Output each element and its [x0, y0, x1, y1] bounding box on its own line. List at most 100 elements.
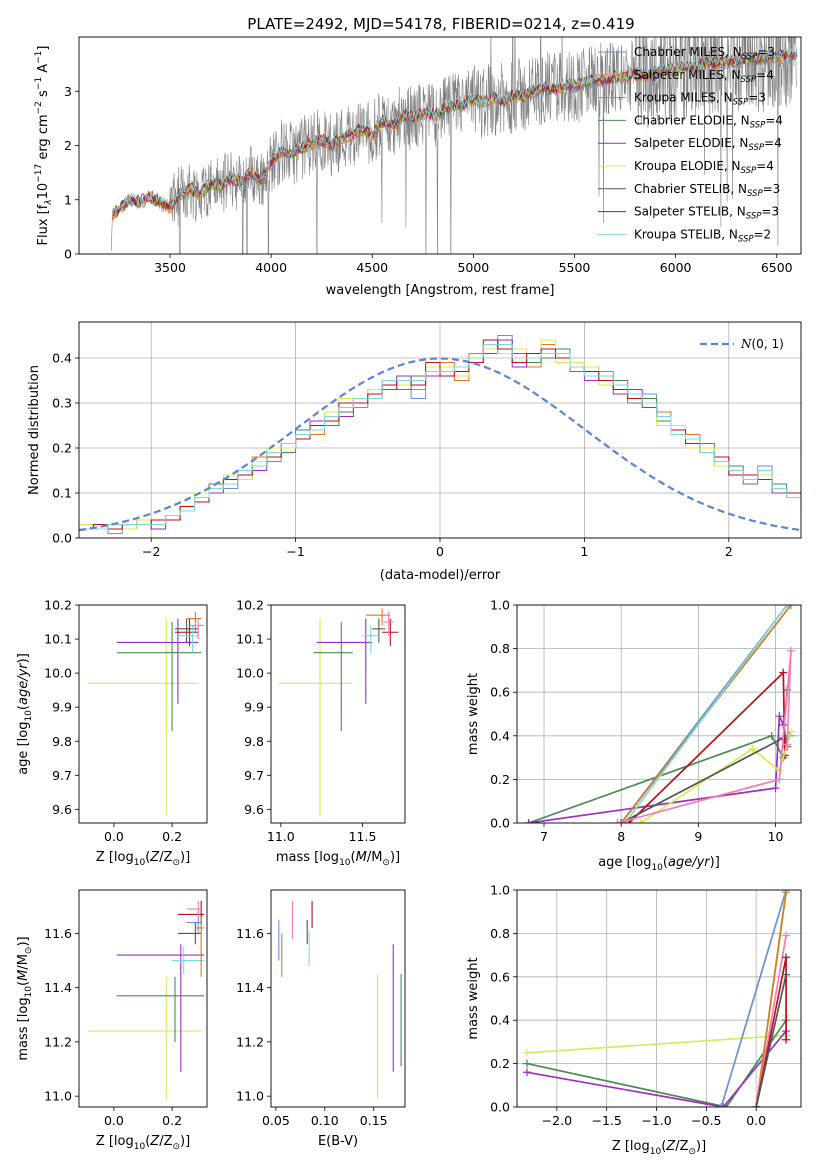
- y-tick-label: 11.2: [236, 1034, 264, 1049]
- y-tick-label: 1.0: [490, 598, 510, 613]
- x-tick-label: −1.5: [592, 1113, 622, 1128]
- axes-frame: [270, 604, 406, 824]
- y-axis-label: age [log10(age/yr)]: [16, 653, 34, 775]
- axes-mass-vs-Z: 0.0 0.2 11.0 11.2 11.4 11.6 Z [log10(Z/Z⊙)] mas…: [16, 889, 208, 1152]
- errorbar-kroupa-stelib: [177, 625, 199, 653]
- weight-marker: [522, 1059, 531, 1068]
- y-tick-label: 0.1: [52, 486, 72, 501]
- axes-frame: [516, 604, 802, 824]
- errorbar-kroupa-elodie: [87, 976, 202, 1099]
- x-tick-label: 10: [768, 829, 784, 844]
- x-axis-label: (data-model)/error: [380, 568, 501, 583]
- x-tick-label: 0.15: [360, 1113, 388, 1128]
- weight-marker: [748, 744, 757, 753]
- weight-line: [755, 974, 787, 1107]
- weight-marker: [786, 646, 795, 655]
- legend-label: Kroupa STELIB, NSSP=2: [634, 227, 771, 244]
- x-tick-label: 7: [540, 829, 548, 844]
- y-tick-label: 9.6: [244, 802, 264, 817]
- axes-weight-vs-age: 7 8 9 10 0.0 0.2 0.4 0.6 0.8 1.0 age [log10(age/yr…: [466, 598, 802, 873]
- y-tick-label: 9.8: [52, 734, 72, 749]
- y-tick-label: 10.2: [44, 598, 72, 613]
- weight-series-pink: [613, 646, 795, 823]
- y-tick-label: 0.3: [52, 396, 72, 411]
- x-tick-label: 0.05: [262, 1113, 290, 1128]
- x-axis-label: E(B-V): [318, 1134, 358, 1149]
- figure-title: PLATE=2492, MJD=54178, FIBERID=0214, z=0…: [247, 15, 634, 33]
- y-tick-label: 2: [64, 138, 72, 153]
- y-tick-label: 10.0: [236, 666, 264, 681]
- weight-marker: [782, 970, 791, 979]
- errorbar-salpeter-elodie: [116, 618, 199, 704]
- errorbar-chabrier-stelib: [372, 618, 386, 643]
- plot-area-age-vs-mass: [279, 608, 399, 817]
- y-tick-label: 9.9: [244, 700, 264, 715]
- x-tick-label: −2.0: [542, 1113, 572, 1128]
- weight-marker: [717, 1103, 726, 1107]
- spectrum-data-line: [111, 37, 797, 254]
- weight-line: [640, 731, 792, 823]
- y-axis-label: mass weight: [466, 957, 481, 1039]
- weight-marker: [782, 931, 791, 940]
- weight-marker: [775, 712, 784, 721]
- y-tick-label: 11.2: [44, 1034, 72, 1049]
- y-axis-label: Normed distribution: [27, 365, 42, 495]
- normal-curve: [79, 357, 801, 532]
- x-tick-label: 4000: [255, 260, 287, 275]
- x-tick-label: 5000: [457, 260, 489, 275]
- errorbar-salpeter-stelib: [175, 618, 199, 646]
- y-tick-label: 0.2: [490, 1056, 510, 1071]
- x-tick-label: 6500: [761, 260, 793, 275]
- x-axis-label: Z [log10(Z/Z⊙)]: [96, 1134, 190, 1152]
- y-tick-label: 0.8: [490, 641, 510, 656]
- y-axis-label: mass [log10(M/M⊙)]: [16, 936, 34, 1060]
- axes-spectrum: 3500 4000 4500 5000 5500 6000 6500 0 1 2 3 waveleng…: [34, 36, 802, 298]
- x-tick-label: 0.10: [311, 1113, 339, 1128]
- y-axis-label: mass weight: [466, 673, 481, 755]
- x-tick-label: 0.0: [104, 1113, 124, 1128]
- x-tick-label: 9: [694, 829, 702, 844]
- y-tick-label: 9.6: [52, 802, 72, 817]
- legend-label: Kroupa ELODIE, NSSP=4: [634, 159, 774, 176]
- weight-marker: [522, 1068, 531, 1077]
- y-tick-label: 11.0: [44, 1089, 72, 1104]
- y-tick-label: 11.6: [44, 926, 72, 941]
- weight-line: [617, 650, 792, 823]
- plot-area-residuals: [79, 322, 801, 538]
- y-tick-label: 0.8: [490, 926, 510, 941]
- y-tick-label: 11.0: [236, 1089, 264, 1104]
- errorbar-chabrier-elodie: [116, 622, 202, 732]
- x-tick-label: 0.0: [104, 829, 124, 844]
- y-tick-label: 0.4: [490, 1013, 510, 1028]
- y-tick-label: 9.9: [52, 700, 72, 715]
- x-axis-label: Z [log10(Z/Z⊙)]: [96, 850, 190, 868]
- x-tick-label: −0.5: [691, 1113, 721, 1128]
- x-tick-label: −1: [286, 544, 304, 559]
- plot-area-spectrum: [111, 37, 798, 254]
- weight-marker: [719, 1103, 728, 1107]
- errorbar-chabrier-stelib: [177, 922, 202, 945]
- y-tick-label: 0.0: [490, 1100, 510, 1115]
- errorbar-pink: [383, 611, 394, 636]
- weight-marker: [783, 740, 792, 749]
- weight-marker: [771, 784, 780, 793]
- x-tick-label: 11.5: [349, 829, 377, 844]
- y-tick-label: 1: [64, 192, 72, 207]
- x-tick-label: 1: [580, 544, 588, 559]
- y-tick-label: 9.7: [244, 768, 264, 783]
- errorbar-pink: [189, 618, 205, 640]
- y-tick-label: 0: [64, 247, 72, 262]
- errorbar-chabrier-elodie: [313, 622, 353, 732]
- spectrum-model-kroupa-stelib: [111, 47, 798, 215]
- x-tick-label: 5500: [559, 260, 591, 275]
- x-tick-label: 8: [617, 829, 625, 844]
- weight-marker: [779, 668, 788, 677]
- y-tick-label: 10.1: [44, 632, 72, 647]
- axes-frame: [78, 321, 802, 539]
- x-axis-label: Z [log10(Z/Z⊙)]: [612, 1139, 706, 1157]
- y-tick-label: 11.4: [236, 980, 264, 995]
- x-tick-label: 3500: [154, 260, 186, 275]
- weight-line: [720, 890, 787, 1107]
- weight-marker: [786, 605, 795, 609]
